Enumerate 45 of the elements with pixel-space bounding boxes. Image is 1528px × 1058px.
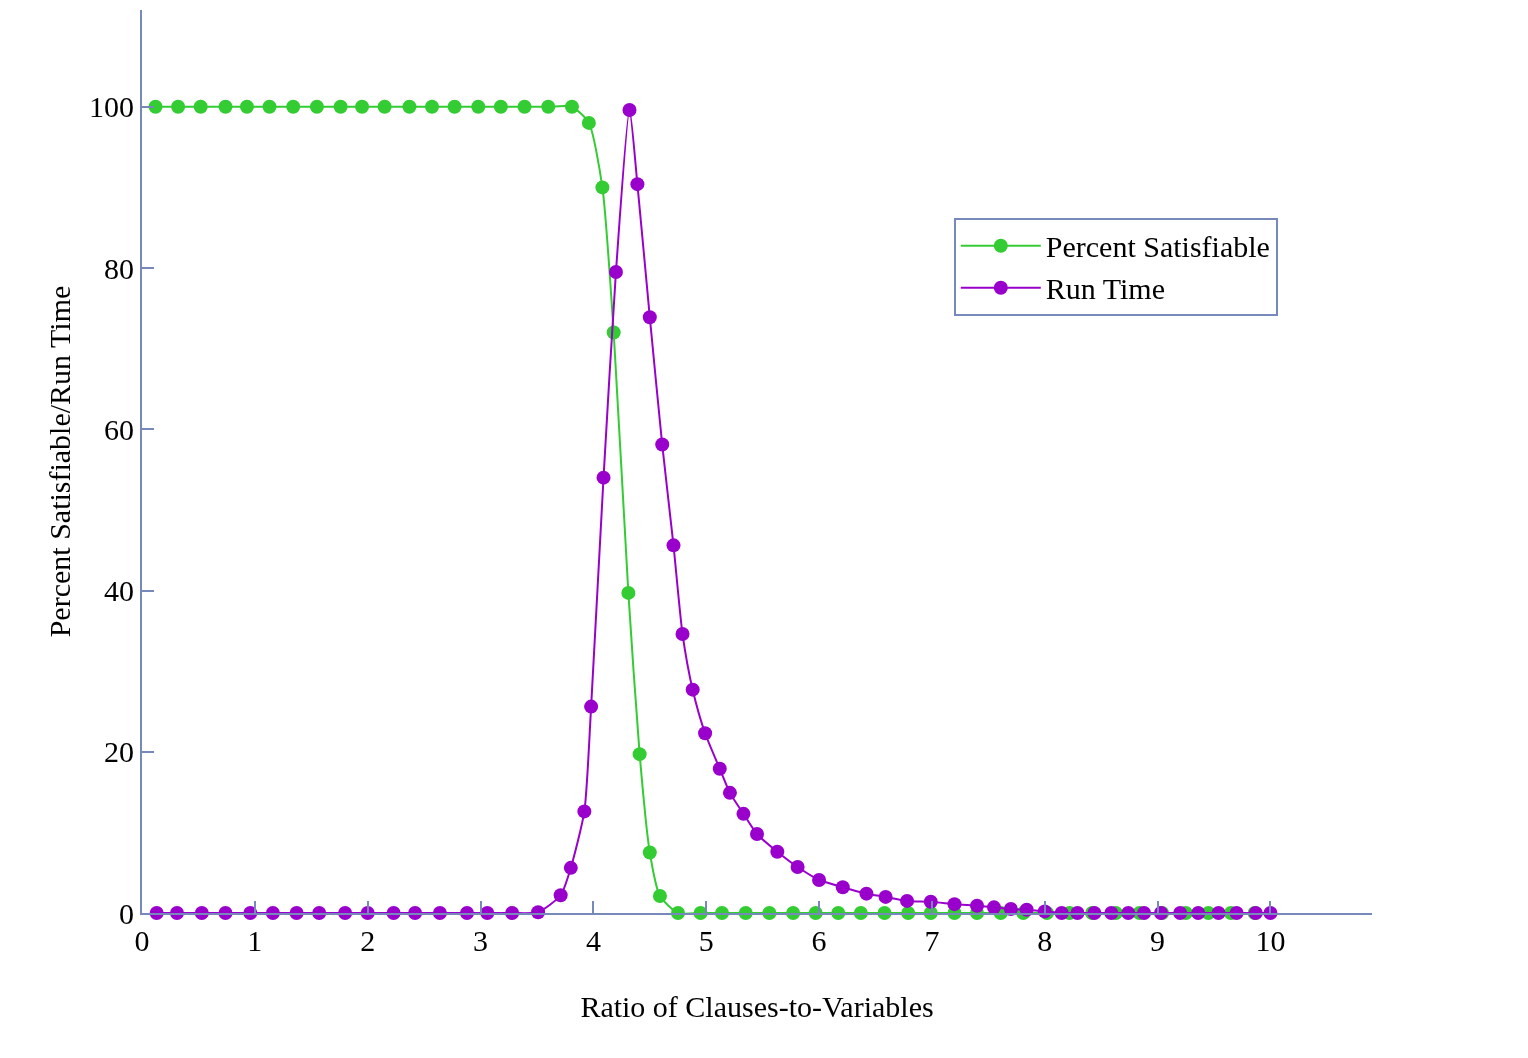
- point: [493, 99, 508, 114]
- point: [171, 99, 186, 114]
- point: [355, 99, 370, 114]
- x-tick-label: 9: [1150, 924, 1166, 957]
- point: [581, 115, 596, 130]
- point: [333, 99, 348, 114]
- y-tick-label: 100: [89, 90, 134, 124]
- x-tick-label: 3: [473, 924, 489, 957]
- point: [621, 585, 636, 600]
- x-axis-title: Ratio of Clauses-to-Variables: [580, 990, 934, 1023]
- x-tick-label: 1: [247, 924, 263, 957]
- point: [262, 99, 277, 114]
- x-tick-label: 10: [1255, 924, 1286, 957]
- point: [309, 99, 324, 114]
- point: [447, 99, 462, 114]
- y-axis-title: Percent Satisfiable/Run Time: [42, 285, 76, 638]
- point: [218, 99, 233, 114]
- point: [425, 99, 440, 114]
- point: [642, 845, 657, 860]
- point: [471, 99, 486, 114]
- y-tick-label: 80: [104, 251, 134, 285]
- point: [148, 99, 163, 114]
- point: [564, 99, 579, 114]
- point: [517, 99, 532, 114]
- x-tick-label: 2: [360, 924, 376, 957]
- point: [286, 99, 301, 114]
- point: [595, 180, 610, 195]
- point: [377, 99, 392, 114]
- x-tick-label: 8: [1037, 924, 1053, 957]
- point: [402, 99, 417, 114]
- x-tick-label: 7: [924, 924, 940, 957]
- point: [193, 99, 208, 114]
- point: [239, 99, 254, 114]
- x-tick-label: 6: [811, 924, 827, 957]
- point: [541, 99, 556, 114]
- y-tick-label: 20: [104, 735, 134, 769]
- y-tick-label: 0: [119, 896, 134, 930]
- point: [632, 747, 647, 762]
- x-tick-label: 5: [698, 924, 714, 957]
- x-tick-label: 4: [585, 924, 601, 957]
- y-tick-label: 40: [104, 574, 134, 607]
- legend-label: Run Time: [1045, 272, 1166, 306]
- legend-label: Percent Satisfiable: [1045, 230, 1270, 264]
- point: [652, 889, 667, 904]
- y-tick-label: 60: [104, 412, 134, 446]
